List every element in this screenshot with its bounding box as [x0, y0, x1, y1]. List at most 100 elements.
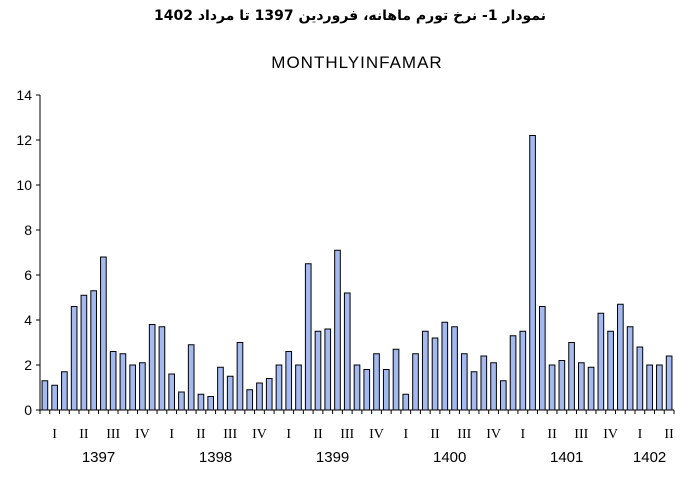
year-label: 1401: [550, 449, 583, 466]
bar-18: [207, 396, 215, 411]
bar-22: [246, 389, 254, 411]
bar-16: [187, 344, 195, 411]
bar-56: [578, 362, 585, 411]
chart-title: MONTHLYINFAMAR: [271, 53, 442, 72]
quarter-label: I: [286, 427, 291, 442]
bar-35: [373, 353, 380, 411]
bar-28: [304, 263, 312, 411]
bar-52: [538, 306, 546, 411]
year-label: 1399: [316, 449, 349, 466]
bar-45: [470, 371, 478, 411]
bar-10: [129, 364, 136, 411]
bar-41: [431, 337, 439, 411]
bar-33: [353, 364, 361, 411]
quarter-label: I: [169, 427, 174, 442]
bar-11: [139, 362, 146, 411]
bar-40: [421, 330, 429, 411]
bar-61: [626, 326, 634, 411]
bar-64: [656, 364, 663, 411]
bar-54: [558, 360, 566, 411]
quarter-label: I: [52, 427, 57, 442]
y-tick-label: 6: [24, 267, 32, 283]
quarter-label: IV: [603, 427, 618, 442]
bar-21: [236, 342, 244, 411]
bars-group: [41, 135, 673, 411]
quarter-label: III: [106, 427, 120, 442]
bar-5: [80, 294, 88, 411]
bar-50: [519, 330, 527, 411]
y-tick-label: 8: [24, 222, 32, 238]
quarter-label: II: [313, 427, 323, 442]
bar-2: [51, 384, 58, 411]
bar-37: [392, 348, 400, 411]
bar-3: [61, 371, 68, 411]
bar-51: [529, 135, 536, 411]
bar-7: [100, 256, 107, 411]
year-label: 1397: [82, 449, 115, 466]
bar-30: [324, 328, 332, 411]
year-label: 1398: [199, 449, 232, 466]
bar-1: [41, 380, 49, 411]
bar-8: [109, 351, 117, 411]
quarter-label: III: [457, 427, 471, 442]
y-tick-label: 10: [16, 177, 32, 193]
bar-42: [441, 321, 449, 411]
y-tick-label: 12: [16, 132, 32, 148]
bar-32: [343, 292, 351, 411]
bar-15: [178, 391, 185, 411]
bar-58: [597, 312, 605, 411]
bar-25: [275, 364, 283, 411]
y-tick-label: 2: [24, 357, 32, 373]
bar-60: [617, 303, 624, 411]
y-tick-label: 4: [24, 312, 32, 328]
bar-36: [382, 369, 390, 411]
quarter-label: IV: [369, 427, 384, 442]
bar-39: [412, 353, 419, 411]
quarter-label: II: [196, 427, 206, 442]
bar-9: [119, 353, 127, 411]
bar-6: [90, 290, 97, 411]
bar-53: [548, 364, 556, 411]
quarter-label: I: [520, 427, 525, 442]
bar-48: [499, 380, 507, 411]
bar-62: [636, 346, 644, 411]
bar-44: [460, 353, 468, 411]
quarter-label: I: [638, 427, 643, 442]
y-tick-label: 14: [16, 87, 32, 103]
quarter-label: IV: [486, 427, 501, 442]
y-tick-label: 0: [24, 402, 32, 418]
bar-4: [70, 306, 78, 411]
quarter-label: III: [223, 427, 237, 442]
quarter-label: I: [403, 427, 408, 442]
bar-23: [256, 382, 263, 411]
bar-20: [226, 375, 234, 411]
bar-63: [646, 364, 653, 411]
quarter-label: III: [574, 427, 588, 442]
quarter-label: II: [430, 427, 440, 442]
bar-24: [265, 378, 273, 411]
bar-65: [665, 355, 673, 411]
quarter-label: IV: [252, 427, 267, 442]
quarter-label: II: [664, 427, 674, 442]
bar-17: [197, 393, 205, 411]
bar-14: [168, 373, 176, 411]
bar-31: [334, 249, 341, 411]
bar-47: [490, 362, 497, 411]
year-label: 1400: [433, 449, 466, 466]
quarter-label: III: [340, 427, 354, 442]
quarter-label: IV: [135, 427, 150, 442]
bar-12: [148, 324, 156, 411]
bar-34: [363, 369, 371, 411]
bar-57: [587, 366, 595, 411]
bar-43: [451, 326, 458, 411]
bar-46: [480, 355, 488, 411]
bar-19: [217, 366, 224, 411]
bar-49: [509, 335, 517, 411]
bar-26: [285, 351, 293, 411]
bar-38: [402, 393, 410, 411]
bar-27: [295, 364, 302, 411]
quarter-label: II: [79, 427, 89, 442]
bar-13: [158, 326, 166, 411]
bar-59: [607, 330, 614, 411]
